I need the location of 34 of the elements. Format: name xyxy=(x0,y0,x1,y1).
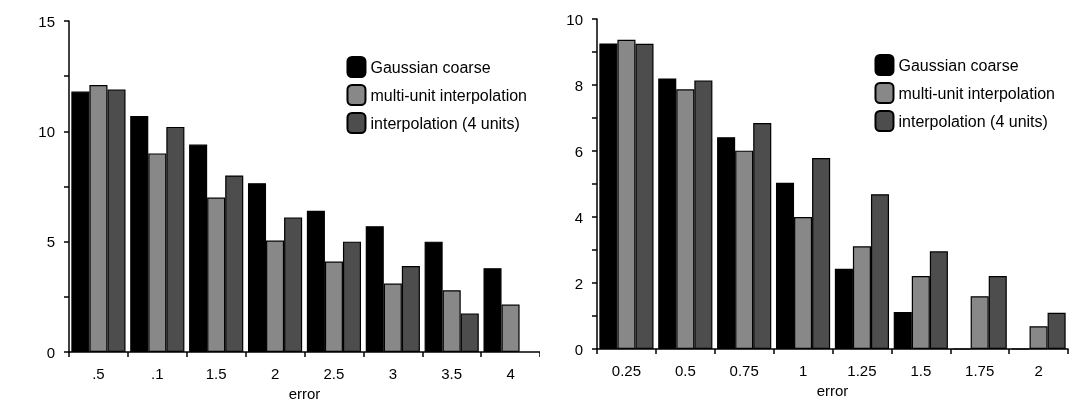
y-tick-label: 10 xyxy=(566,10,583,28)
y-tick-label: 8 xyxy=(574,76,583,94)
legend-label: Gaussian coarse xyxy=(370,58,491,76)
legend-label: multi-unit interpolation xyxy=(898,84,1056,102)
x-tick-label: 0.75 xyxy=(729,362,759,379)
legend-label: multi-unit interpolation xyxy=(370,86,528,104)
legend-label: Gaussian coarse xyxy=(898,56,1019,74)
x-tick-label: 2 xyxy=(270,365,280,382)
y-tick-label: 15 xyxy=(38,12,55,30)
x-tick-label: .1 xyxy=(151,365,164,382)
x-tick-label: 0.25 xyxy=(611,362,642,379)
x-tick-label: 3.5 xyxy=(441,365,463,382)
x-tick-label: 1.5 xyxy=(205,365,227,382)
x-axis-title: error xyxy=(288,384,321,402)
x-tick-label: 0.5 xyxy=(674,362,696,379)
x-tick-label: 2 xyxy=(1034,362,1043,379)
legend-label: interpolation (4 units) xyxy=(898,112,1048,130)
x-tick-label: 1.5 xyxy=(910,362,932,379)
y-tick-label: 4 xyxy=(574,208,583,226)
x-tick-label: 1.25 xyxy=(847,362,877,379)
legend-label: interpolation (4 units) xyxy=(370,114,520,132)
x-tick-label: 1 xyxy=(798,362,808,379)
x-tick-label: .5 xyxy=(92,365,105,382)
x-axis-title: error xyxy=(816,381,849,399)
x-tick-label: 1.75 xyxy=(965,362,995,379)
y-tick-label: 0 xyxy=(46,343,55,361)
y-tick-label: 2 xyxy=(574,274,583,292)
y-tick-label: 10 xyxy=(38,122,55,140)
y-tick-label: 6 xyxy=(574,142,583,160)
x-tick-label: 3 xyxy=(388,365,397,382)
y-tick-label: 5 xyxy=(46,233,55,251)
y-tick-label: 0 xyxy=(574,340,583,358)
x-tick-label: 4 xyxy=(506,365,515,382)
x-tick-label: 2.5 xyxy=(323,365,345,382)
